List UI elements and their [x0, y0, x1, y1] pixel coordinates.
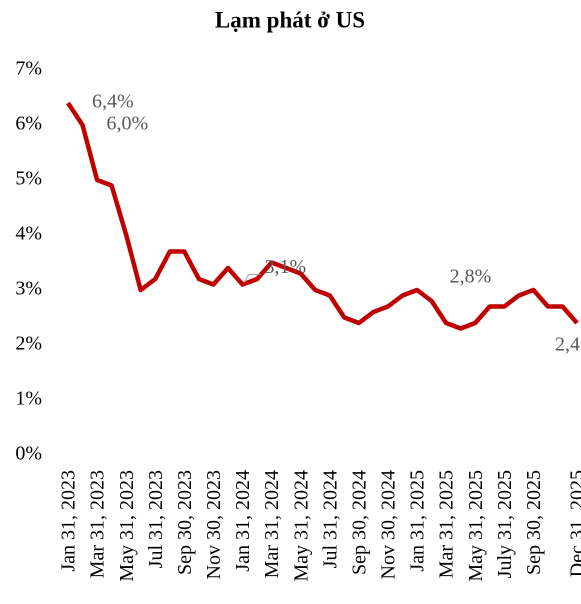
value-label: 2,8% [450, 266, 492, 288]
chart-title: Lạm phát ở US [215, 7, 365, 32]
x-tick-label: Sep 30, 2023 [174, 470, 196, 575]
value-label: 6,4% [92, 91, 134, 113]
x-tick-label: May 31, 2023 [116, 470, 138, 582]
x-tick-label: Jul 31, 2024 [319, 470, 341, 568]
x-tick-label: Mar 31, 2025 [436, 470, 458, 578]
value-label: 2,4 [555, 334, 580, 356]
x-tick-label: Jul 31, 2023 [145, 470, 167, 568]
x-tick-label: July 31, 2025 [494, 470, 516, 578]
x-tick-label: Nov 30, 2023 [203, 470, 225, 579]
y-tick-label: 1% [15, 388, 42, 410]
x-tick-label: Jan 31, 2024 [232, 470, 254, 572]
leader-line [244, 274, 261, 283]
x-tick-label: Nov 30, 2024 [378, 470, 400, 579]
y-tick-label: 0% [15, 443, 42, 465]
x-tick-label: May 31, 2024 [290, 470, 312, 582]
y-tick-label: 2% [15, 333, 42, 355]
value-label: 6,0% [107, 113, 149, 135]
y-tick-label: 7% [15, 58, 42, 80]
x-tick-label: Mar 31, 2023 [87, 470, 109, 578]
x-tick-label: Mar 31, 2024 [261, 470, 283, 578]
x-tick-label: Dec 31, 2025 [567, 470, 581, 577]
y-tick-label: 3% [15, 278, 42, 300]
y-tick-label: 5% [15, 168, 42, 190]
y-tick-label: 6% [15, 113, 42, 135]
x-tick-label: Jan 31, 2023 [58, 470, 80, 572]
x-tick-label: May 31, 2025 [465, 470, 487, 582]
x-tick-label: Jan 31, 2025 [407, 470, 429, 572]
x-tick-label: Sep 30, 2025 [523, 470, 545, 575]
value-label: 3,1% [265, 256, 307, 278]
data-line [66, 101, 579, 331]
x-tick-label: Sep 30, 2024 [348, 470, 370, 575]
y-tick-label: 4% [15, 223, 42, 245]
